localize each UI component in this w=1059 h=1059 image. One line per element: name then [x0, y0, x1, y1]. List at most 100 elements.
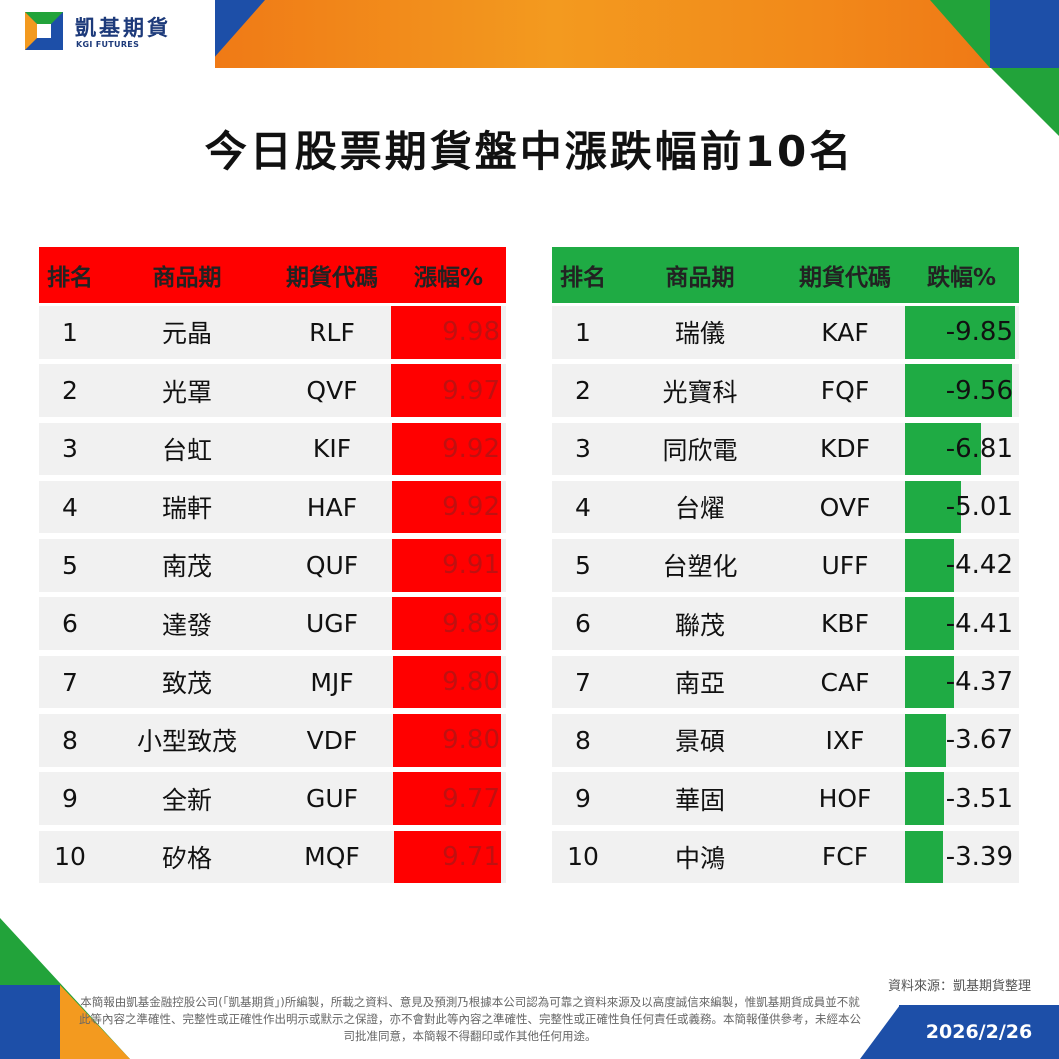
- pct-bar: [391, 480, 501, 534]
- name-cell: 南亞: [674, 669, 725, 699]
- pct-cell: -3.39: [904, 830, 1019, 884]
- code-cell: RLF: [309, 317, 355, 347]
- name-cell: 矽格: [161, 843, 212, 873]
- pct-bar: [391, 364, 501, 417]
- pct-bar: [905, 714, 946, 767]
- pct-cell: 9.89: [391, 597, 506, 650]
- pct-value: 9.92: [442, 492, 500, 523]
- pct-bar: [905, 539, 955, 592]
- pct-bar: [391, 539, 501, 592]
- pct-cell: -9.85: [904, 306, 1019, 359]
- pct-bar: [905, 364, 1012, 417]
- pct-cell: -4.42: [904, 539, 1019, 592]
- disclaimer-text: 本簡報由凱基金融控股公司(「凱基期貨」)所編製，所載之資料、意見及預測乃根據本公…: [79, 995, 861, 1043]
- pct-cell: -6.81: [904, 422, 1019, 476]
- code-cell: KIF: [312, 434, 352, 464]
- footer-blue-block: [0, 985, 60, 1059]
- pct-bar: [905, 830, 943, 884]
- gainers-header: 排名 商品期 期貨代碼 漲幅%: [39, 247, 506, 303]
- table-row: 8 小型致茂 VDF 9.80: [39, 714, 506, 767]
- code-cell: UGF: [305, 609, 359, 639]
- header-name: 商品期: [152, 265, 222, 291]
- rank-cell: 7: [575, 667, 591, 697]
- table-row: 1 瑞儀 KAF -9.85: [552, 306, 1019, 359]
- code-cell: UFF: [821, 550, 869, 580]
- pct-cell: 9.80: [391, 714, 506, 767]
- data-source: 資料來源：凱基期貨整理: [887, 979, 1031, 994]
- banner-blue-block: [990, 0, 1059, 68]
- rank-cell: 4: [62, 492, 78, 522]
- pct-bar: [392, 714, 501, 767]
- losers-header: 排名 商品期 期貨代碼 跌幅%: [552, 247, 1019, 303]
- rank-cell: 8: [62, 725, 78, 755]
- name-cell: 全新: [161, 785, 212, 815]
- rank-cell: 10: [567, 842, 599, 872]
- name-cell: 景碩: [674, 727, 725, 757]
- brand-name-cn: 凱基期貨: [75, 16, 171, 40]
- table-row: 3 台虹 KIF 9.92: [39, 422, 506, 476]
- pct-bar: [391, 306, 501, 359]
- name-cell: 瑞儀: [674, 319, 725, 349]
- name-cell: 台燿: [674, 494, 725, 524]
- banner-green-triangle: [930, 0, 990, 68]
- rank-cell: 8: [575, 725, 591, 755]
- kgi-logo-icon: [25, 12, 63, 50]
- rank-cell: 5: [575, 550, 591, 580]
- code-cell: HOF: [818, 784, 872, 814]
- top-banner: [0, 0, 1059, 68]
- table-row: 8 景碩 IXF -3.67: [552, 714, 1019, 767]
- corner-green-triangle: [991, 68, 1059, 136]
- header-code: 期貨代碼: [799, 265, 891, 291]
- rank-cell: 6: [62, 609, 78, 639]
- code-cell: FQF: [820, 376, 870, 406]
- gainers-table: 排名 商品期 期貨代碼 漲幅% 1 元晶 RLF 9.98 2 光罩 QVF 9.97 3 台虹 K…: [39, 247, 506, 884]
- code-cell: OVF: [819, 492, 871, 522]
- name-cell: 南茂: [161, 552, 212, 582]
- rank-cell: 2: [575, 376, 591, 406]
- table-row: 4 台燿 OVF -5.01: [552, 480, 1019, 534]
- table-row: 6 達發 UGF 9.89: [39, 597, 506, 650]
- pct-value: -3.51: [945, 783, 1013, 814]
- table-row: 5 南茂 QUF 9.91: [39, 539, 506, 592]
- banner-blue-triangle: [205, 0, 265, 68]
- header-rank: 排名: [560, 265, 606, 291]
- code-cell: KBF: [821, 609, 869, 639]
- name-cell: 光罩: [161, 377, 212, 407]
- pct-value: -5.01: [945, 492, 1013, 523]
- name-cell: 台虹: [161, 435, 212, 465]
- table-row: 4 瑞軒 HAF 9.92: [39, 480, 506, 534]
- rank-cell: 2: [62, 376, 78, 406]
- pct-value: -4.41: [945, 608, 1013, 639]
- rank-cell: 10: [54, 842, 86, 872]
- pct-value: -9.85: [945, 317, 1013, 348]
- pct-cell: 9.80: [391, 655, 506, 709]
- code-cell: MQF: [304, 842, 360, 872]
- code-cell: KAF: [821, 317, 869, 347]
- rank-cell: 1: [62, 317, 78, 347]
- pct-value: 9.77: [442, 783, 500, 814]
- rank-cell: 3: [575, 434, 591, 464]
- pct-value: -6.81: [945, 433, 1013, 464]
- pct-value: 9.98: [442, 317, 500, 348]
- code-cell: GUF: [305, 784, 359, 814]
- pct-cell: 9.71: [391, 830, 506, 884]
- table-row: 10 矽格 MQF 9.71: [39, 830, 506, 884]
- pct-cell: 9.91: [391, 539, 506, 592]
- code-cell: VDF: [306, 725, 358, 755]
- pct-value: -4.37: [945, 667, 1013, 698]
- header-code: 期貨代碼: [286, 265, 378, 291]
- rank-cell: 6: [575, 609, 591, 639]
- pct-cell: 9.77: [391, 772, 506, 825]
- name-cell: 小型致茂: [136, 727, 237, 757]
- pct-value: 9.91: [442, 550, 500, 581]
- pct-cell: -5.01: [904, 480, 1019, 534]
- pct-bar: [392, 655, 501, 709]
- code-cell: KDF: [819, 434, 871, 464]
- table-row: 9 華固 HOF -3.51: [552, 772, 1019, 825]
- name-cell: 中鴻: [674, 843, 725, 873]
- table-row: 5 台塑化 UFF -4.42: [552, 539, 1019, 592]
- rank-cell: 9: [62, 784, 78, 814]
- banner-orange-band: [215, 0, 1059, 68]
- name-cell: 瑞軒: [161, 494, 212, 524]
- pct-bar: [905, 306, 1015, 359]
